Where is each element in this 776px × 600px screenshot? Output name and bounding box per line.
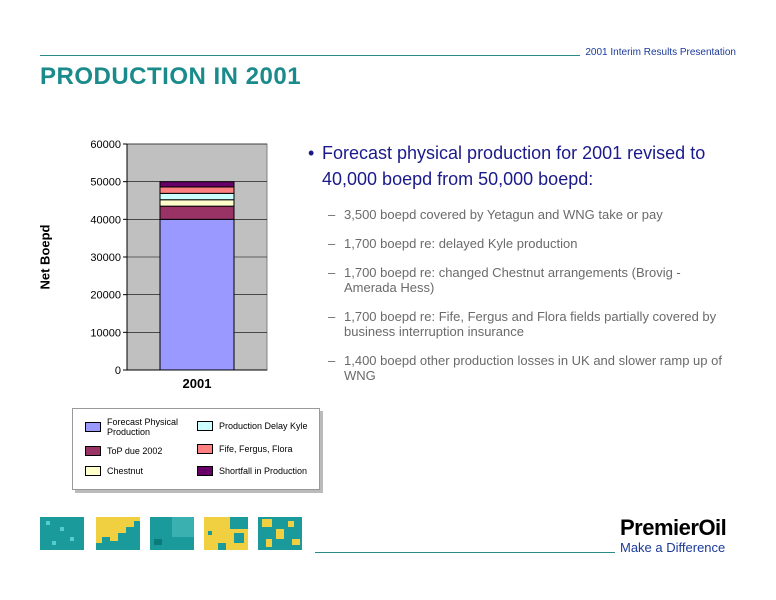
legend-item: Production Delay Kyle: [197, 421, 308, 431]
bar-segment: [159, 199, 235, 207]
bar-segment: [159, 186, 235, 194]
legend-label: ToP due 2002: [107, 446, 163, 456]
legend-swatch: [85, 466, 101, 476]
pattern-tile-speckle: [258, 517, 302, 550]
legend-item: Forecast Physical Production: [85, 417, 195, 437]
legend-label: Shortfall in Production: [219, 466, 308, 476]
sub-bullet-text: 3,500 boepd covered by Yetagun and WNG t…: [344, 207, 663, 222]
legend-item: Shortfall in Production: [197, 466, 307, 476]
y-tick-label: 50000: [90, 177, 121, 189]
sub-bullet-text: 1,700 boepd re: changed Chestnut arrange…: [344, 265, 681, 295]
legend-swatch: [85, 446, 101, 456]
pattern-tile-mixed: [204, 517, 248, 550]
x-tick-label: 2001: [183, 376, 212, 391]
y-tick-label: 10000: [90, 327, 121, 339]
sub-bullet-text: 1,400 boepd other production losses in U…: [344, 353, 722, 383]
legend-item: Chestnut: [85, 466, 143, 476]
legend-label: Forecast Physical Production: [107, 417, 179, 437]
y-tick-label: 40000: [90, 214, 121, 226]
pattern-tile-grid: [150, 517, 194, 550]
sub-bullet-text: 1,700 boepd re: Fife, Fergus and Flora f…: [344, 309, 717, 339]
bar-segment: [159, 218, 235, 371]
pattern-tile-teal: [40, 517, 84, 550]
bar-segment: [159, 205, 235, 220]
legend-label: Production Delay Kyle: [219, 421, 308, 431]
y-axis-label: Net Boepd: [37, 224, 53, 290]
y-tick-label: 0: [115, 365, 121, 377]
bullet-dot: •: [308, 143, 315, 163]
footer-rule: [315, 552, 615, 553]
sub-bullet-list: –3,500 boepd covered by Yetagun and WNG …: [328, 207, 728, 397]
presentation-title: 2001 Interim Results Presentation: [585, 47, 736, 58]
header-rule: [40, 55, 580, 56]
legend-item: ToP due 2002: [85, 446, 162, 456]
sub-bullet: –3,500 boepd covered by Yetagun and WNG …: [328, 207, 663, 222]
legend-label: Fife, Fergus, Flora: [219, 444, 293, 454]
sub-bullet: –1,700 boepd re: delayed Kyle production: [328, 236, 578, 251]
legend-swatch: [197, 444, 213, 454]
chart-legend: Forecast Physical Production Production …: [72, 408, 320, 490]
sub-bullet-text: 1,700 boepd re: delayed Kyle production: [344, 236, 578, 251]
legend-swatch: [85, 422, 101, 432]
legend-label: Chestnut: [107, 466, 144, 476]
company-logo: PremierOil: [620, 515, 727, 540]
sub-bullet: –1,700 boepd re: Fife, Fergus and Flora …: [328, 309, 717, 339]
bar-segment: [159, 181, 235, 188]
company-tagline: Make a Difference: [620, 540, 726, 555]
y-tick-label: 30000: [90, 252, 121, 264]
slide-title: PRODUCTION IN 2001: [40, 63, 302, 90]
legend-swatch: [197, 466, 213, 476]
main-bullet-text: Forecast physical production for 2001 re…: [322, 143, 706, 189]
sub-bullet: –1,400 boepd other production losses in …: [328, 353, 722, 383]
legend-item: Fife, Fergus, Flora: [197, 444, 293, 454]
pattern-tile-yellow: [96, 517, 140, 550]
y-tick-label: 20000: [90, 290, 121, 302]
y-tick-label: 60000: [90, 139, 121, 151]
main-bullet: • Forecast physical production for 2001 …: [308, 140, 728, 192]
sub-bullet: –1,700 boepd re: changed Chestnut arrang…: [328, 265, 681, 295]
legend-swatch: [197, 421, 213, 431]
bar-segment: [159, 192, 235, 201]
